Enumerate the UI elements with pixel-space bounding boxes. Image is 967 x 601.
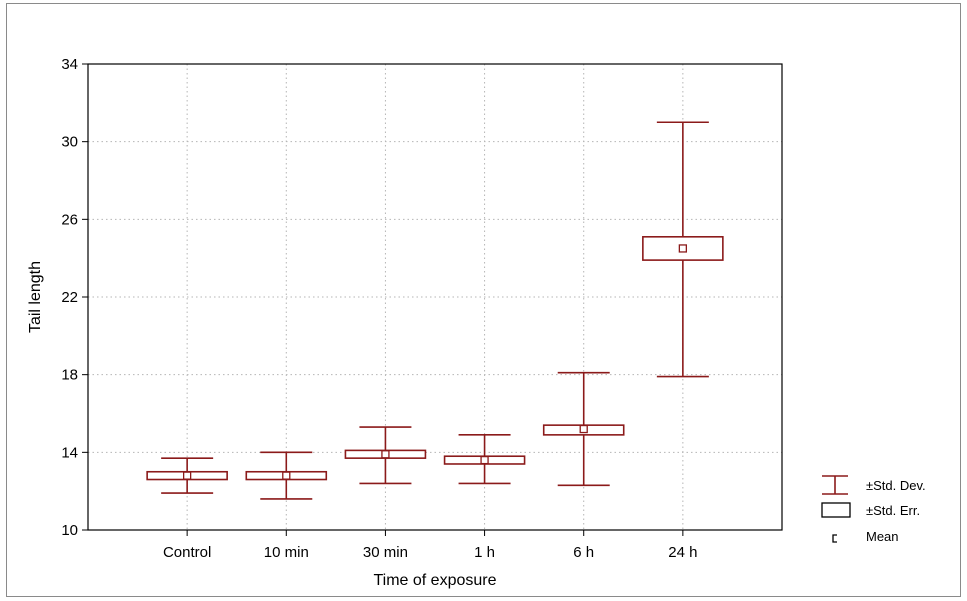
x-axis-title: Time of exposure	[373, 572, 496, 589]
legend-label-mean: Mean	[866, 529, 899, 544]
x-tick-label: 1 h	[474, 544, 495, 561]
legend-item-mean: Mean	[832, 529, 899, 544]
y-tick-label: 22	[61, 289, 78, 306]
mean-marker	[579, 424, 588, 434]
legend-label-sd: ±Std. Dev.	[866, 478, 926, 493]
chart-frame	[6, 3, 961, 597]
legend-item-sd: ±Std. Dev.	[822, 475, 926, 495]
box-group-30-min	[344, 426, 427, 485]
legend-label-se: ±Std. Err.	[866, 503, 920, 518]
legend-item-se: ±Std. Err.	[821, 502, 920, 518]
x-tick-label: 24 h	[668, 544, 697, 561]
y-tick-label: 26	[61, 211, 78, 228]
x-tick-label: 6 h	[573, 544, 594, 561]
x-tick-label: Control	[163, 544, 211, 561]
mean-marker	[381, 450, 390, 459]
mean-marker	[182, 471, 192, 480]
x-tick-label: 10 min	[264, 544, 309, 561]
mean-marker	[480, 455, 489, 465]
y-tick-label: 10	[61, 522, 78, 539]
box-group-10-min	[245, 451, 328, 500]
grid-lines	[88, 64, 782, 530]
y-tick-label: 18	[61, 367, 78, 384]
legend: ±Std. Dev. ±Std. Err. Mean	[821, 475, 926, 544]
box-group-6-h	[542, 371, 625, 487]
box-group-1-h	[443, 434, 526, 485]
x-axis: Control 10 min 30 min 1 h 6 h 24 h	[163, 530, 697, 561]
box-group-control	[146, 457, 228, 494]
y-tick-label: 34	[61, 56, 78, 73]
chart-marks	[146, 121, 724, 500]
x-tick-label: 30 min	[363, 544, 408, 561]
y-axis: 10 14 18 22 26 30 34	[61, 56, 88, 539]
y-axis-title: Tail length	[27, 261, 44, 333]
mean-marker	[282, 471, 291, 480]
y-tick-label: 14	[61, 444, 78, 461]
box-group-24-h	[642, 121, 724, 378]
mean-marker	[678, 244, 688, 253]
y-tick-label: 30	[61, 134, 78, 151]
